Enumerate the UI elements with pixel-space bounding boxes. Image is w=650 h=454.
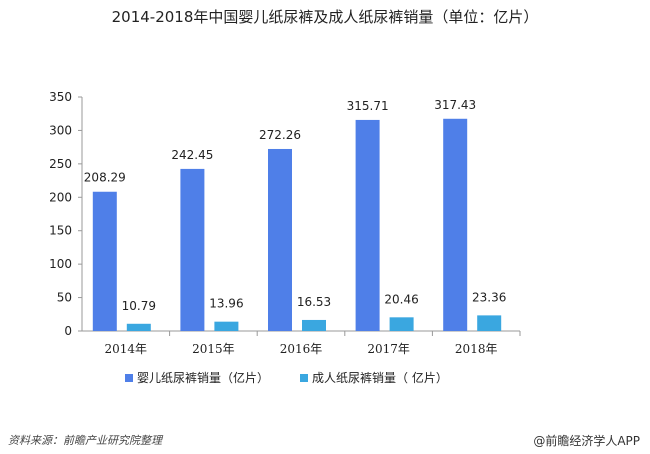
- legend-swatch: [300, 374, 308, 382]
- y-tick-label: 250: [49, 157, 72, 171]
- bar: [389, 317, 414, 331]
- bar: [355, 119, 380, 331]
- x-category-label: 2018年: [455, 342, 498, 356]
- data-label: 16.53: [297, 295, 331, 309]
- data-label: 10.79: [122, 299, 156, 313]
- y-tick-label: 150: [49, 224, 72, 238]
- y-tick-label: 0: [64, 324, 72, 338]
- axis-layer: 0 50 100 150 200 250 300 350 2014年 2015年 2016年 2017…: [49, 90, 521, 356]
- x-category-label: 2015年: [192, 342, 235, 356]
- legend-swatch: [125, 374, 133, 382]
- data-label: 23.36: [472, 290, 506, 304]
- labels-layer: 208.29 10.79 242.45 13.96 272.26 16.53 315.71 2…: [84, 98, 507, 313]
- bar: [268, 148, 292, 331]
- data-label: 317.43: [434, 98, 476, 112]
- y-tick-label: 50: [57, 291, 72, 305]
- bar: [180, 168, 205, 331]
- bar: [126, 323, 151, 331]
- data-label: 208.29: [84, 171, 126, 185]
- bar: [302, 319, 326, 331]
- bar: [92, 191, 117, 331]
- data-label: 272.26: [259, 128, 301, 142]
- legend: 婴儿纸尿裤销量（亿片） 成人纸尿裤销量（ 亿片）: [125, 370, 448, 385]
- x-category-label: 2016年: [280, 342, 323, 356]
- bars-layer: [92, 118, 502, 332]
- bar: [477, 315, 502, 331]
- data-label: 242.45: [171, 148, 213, 162]
- chart-title: 2014-2018年中国婴儿纸尿裤及成人纸尿裤销量（单位：亿片）: [111, 8, 539, 26]
- x-category-label: 2017年: [367, 342, 410, 356]
- data-label: 13.96: [209, 297, 243, 311]
- y-tick-label: 100: [49, 257, 72, 271]
- data-label: 20.46: [384, 292, 418, 306]
- y-tick-label: 200: [49, 190, 72, 204]
- legend-label: 成人纸尿裤销量（ 亿片）: [312, 370, 448, 385]
- data-label: 315.71: [347, 99, 389, 113]
- y-tick-label: 300: [49, 123, 72, 137]
- legend-label: 婴儿纸尿裤销量（亿片）: [137, 370, 269, 385]
- bar: [214, 321, 239, 331]
- source-note: 资料来源：前瞻产业研究院整理: [8, 434, 162, 447]
- brand-credit: @前瞻经济学人APP: [533, 434, 640, 448]
- bar: [443, 118, 468, 332]
- x-category-label: 2014年: [105, 342, 148, 356]
- y-tick-label: 350: [49, 90, 72, 104]
